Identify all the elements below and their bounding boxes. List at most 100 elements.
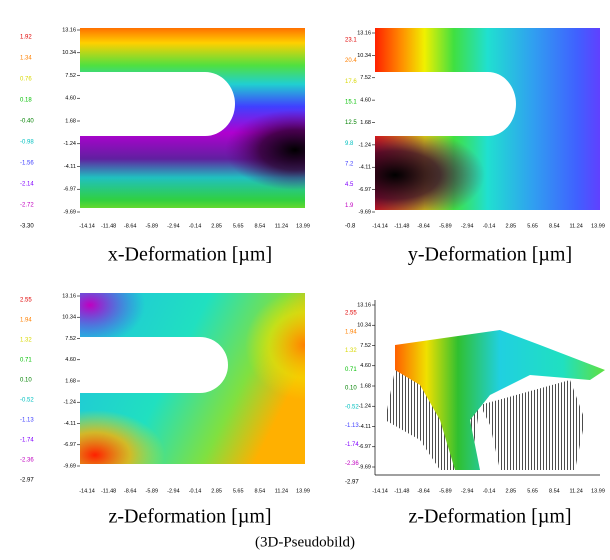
legend-label: 15.1	[345, 100, 357, 106]
x-tick-label: 11.24	[570, 223, 583, 229]
legend-label: -2.14	[20, 182, 34, 188]
legend-label: 1.94	[20, 318, 32, 324]
y-tick-label: 7.52	[65, 73, 76, 79]
x-tick-label: 8.54	[549, 223, 560, 229]
x-tick-label: -0.14	[189, 488, 202, 494]
legend-label: 0.10	[20, 378, 32, 384]
y-tick-label: 4.60	[65, 357, 76, 363]
y-tick-label: -9.69	[63, 463, 76, 469]
x-tick-label: -5.89	[439, 488, 452, 494]
x-tick-label: -11.48	[101, 223, 116, 229]
x-tick-label: -14.14	[79, 488, 95, 494]
x-tick-label: -0.14	[189, 223, 202, 229]
legend-label: -1.56	[20, 161, 34, 167]
x-tick-label: -2.94	[167, 488, 180, 494]
y-tick-label: 1.68	[360, 120, 371, 126]
x-tick-label: 11.24	[275, 488, 288, 494]
x-tick-label: 2.85	[505, 223, 516, 229]
surface	[395, 330, 605, 470]
legend-label: -0.52	[345, 404, 359, 410]
x-tick-label: -2.94	[461, 488, 474, 494]
legend-label: -2.36	[20, 458, 34, 464]
y-tick-label: 1.68	[65, 118, 76, 124]
legend-label: 1.32	[345, 348, 357, 354]
field-dark	[225, 110, 305, 190]
y-tick-label: 4.60	[360, 363, 371, 369]
legend-label: -2.97	[20, 478, 34, 484]
y-tick-label: -4.11	[64, 421, 76, 427]
x-tick-label: 11.24	[275, 223, 288, 229]
y-deformation-map	[375, 28, 600, 215]
legend-label: -0.98	[20, 140, 34, 146]
caption: z-Deformation [µm]	[408, 506, 571, 528]
x-tick-label: 2.85	[211, 488, 222, 494]
x-tick-label: 5.65	[527, 488, 538, 494]
x-tick-label: -11.48	[394, 488, 409, 494]
legend-label: 2.55	[345, 311, 357, 317]
y-tick-label: -1.24	[358, 142, 371, 148]
x-tick-label: -11.48	[394, 223, 409, 229]
y-tick-label: 10.34	[62, 50, 76, 56]
y-tick-label: 1.68	[65, 378, 76, 384]
x-tick-label: -0.14	[483, 223, 496, 229]
hole	[80, 337, 228, 393]
field-magenta	[80, 293, 145, 345]
legend-label: 4.5	[345, 182, 354, 188]
legend-label: 20.4	[345, 58, 357, 64]
field-yellow	[245, 293, 305, 400]
y-tick-label: 13.16	[62, 293, 76, 299]
legend-label: 1.32	[20, 338, 32, 344]
x-tick-label: 5.65	[527, 223, 538, 229]
y-tick-label: 13.16	[62, 27, 76, 33]
x-tick-label: -8.64	[124, 488, 137, 494]
caption: x-Deformation [µm]	[108, 244, 272, 266]
y-tick-label: 7.52	[65, 336, 76, 342]
y-tick-label: 10.34	[62, 315, 76, 321]
edge	[80, 464, 305, 470]
caption: y-Deformation [µm]	[408, 244, 572, 266]
x-tick-label: 13.99	[296, 223, 310, 229]
x-tick-label: 5.65	[233, 488, 244, 494]
legend-label: 1.94	[345, 329, 357, 335]
z-deformation-map	[80, 293, 305, 470]
legend-label: 1.34	[20, 56, 32, 62]
x-tick-label: 2.85	[505, 488, 516, 494]
x-tick-label: -14.14	[372, 488, 388, 494]
x-tick-label: -11.48	[101, 488, 116, 494]
legend-label: 0.18	[20, 98, 32, 104]
y-tick-label: 10.34	[357, 323, 371, 329]
y-tick-label: -9.69	[63, 209, 76, 215]
y-tick-label: -6.97	[63, 187, 76, 193]
y-tick-label: -9.69	[358, 464, 371, 470]
legend-label: 0.76	[20, 77, 32, 83]
y-tick-label: -1.24	[63, 141, 76, 147]
legend-label: -0.40	[20, 119, 34, 125]
legend-label: 0.71	[345, 367, 357, 373]
y-tick-label: 7.52	[360, 75, 371, 81]
legend-label: 0.71	[20, 358, 32, 364]
legend-label: 1.9	[345, 203, 354, 209]
y-tick-label: 10.34	[357, 53, 371, 59]
x-tick-label: -14.14	[79, 223, 95, 229]
legend-label: -2.72	[20, 203, 34, 209]
y-tick-label: -4.11	[64, 164, 76, 170]
field-red	[80, 410, 165, 470]
y-tick-label: -9.69	[358, 209, 371, 215]
x-tick-label: -14.14	[372, 223, 388, 229]
legend-label: -1.74	[345, 442, 359, 448]
y-tick-label: 7.52	[360, 343, 371, 349]
y-tick-label: -6.97	[63, 442, 76, 448]
legend-label: -0.8	[345, 224, 356, 230]
x-tick-label: 5.65	[233, 223, 244, 229]
x-tick-label: -8.64	[124, 223, 137, 229]
hatch	[480, 380, 585, 470]
legend-label: -3.30	[20, 224, 34, 230]
legend-label: -1.13	[345, 423, 359, 429]
hole	[375, 72, 516, 136]
y-tick-label: -4.11	[359, 424, 371, 430]
x-tick-label: 13.99	[591, 223, 605, 229]
legend-label: 23.1	[345, 38, 357, 44]
legend-label: -0.52	[20, 398, 34, 404]
y-tick-label: -1.24	[63, 400, 76, 406]
